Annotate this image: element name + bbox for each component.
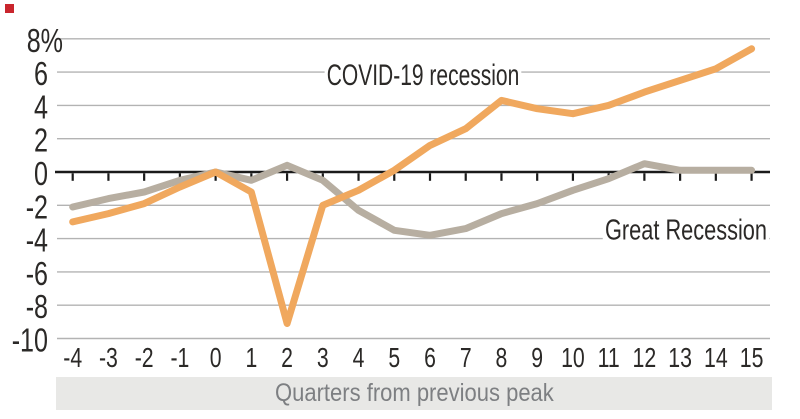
y-tick-label: 0 [34,155,48,192]
x-tick-label: 4 [353,342,365,373]
x-tick-label: 14 [704,342,728,373]
x-tick-label: -1 [170,342,189,373]
great-series-label: Great Recession [602,216,770,246]
x-tick-label: 8 [496,342,508,373]
y-tick-label: 6 [34,55,48,92]
y-tick-label: -10 [12,322,48,359]
x-tick-label: -3 [99,342,118,373]
brand-red-mark-icon [5,4,14,13]
x-tick-label: 0 [210,342,222,373]
covid-series-label: COVID-19 recession [324,61,522,91]
x-tick-label: 10 [561,342,585,373]
x-tick-label: 11 [598,342,620,373]
y-tick-label: -6 [26,255,48,292]
x-tick-label: 15 [740,342,764,373]
x-tick-label: 12 [633,342,657,373]
y-tick-label: 8% [27,22,63,59]
x-tick-label: 7 [460,342,472,373]
x-tick-label: -4 [63,342,82,373]
x-axis-title: Quarters from previous peak [274,379,554,407]
x-tick-label: 3 [317,342,329,373]
x-tick-label: 6 [424,342,436,373]
y-tick-label: -2 [26,188,48,225]
x-tick-label: 5 [388,342,400,373]
x-tick-label: 2 [281,342,293,373]
x-axis-title-bar: Quarters from previous peak [56,377,772,410]
x-tick-label: -2 [135,342,154,373]
y-tick-label: 4 [34,88,48,125]
series-line-great-recession [69,160,756,239]
y-tick-label: 2 [34,122,48,159]
y-tick-label: -8 [26,288,48,325]
x-tick-label: 9 [531,342,543,373]
y-tick-label: -4 [26,222,48,259]
x-tick-label: 1 [245,342,257,373]
x-tick-label: 13 [668,342,692,373]
series-line-covid-19-recession [69,45,756,327]
